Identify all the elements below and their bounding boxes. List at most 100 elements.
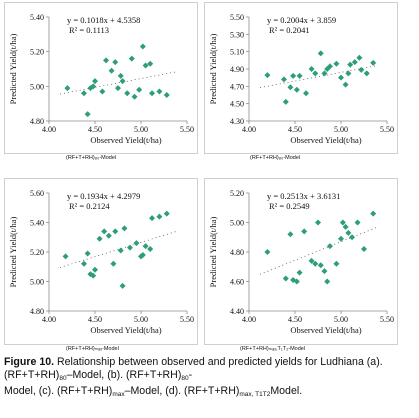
subcaption-c: (RF+T+RH)ₘₐₓ-Model — [66, 346, 119, 352]
data-point — [117, 247, 124, 254]
y-tick-label: 5.50 — [230, 13, 244, 22]
data-point — [361, 246, 367, 253]
data-point — [282, 98, 289, 105]
data-point — [92, 266, 98, 273]
x-tick-label: 4.50 — [288, 315, 302, 324]
data-point — [287, 84, 294, 91]
data-point — [333, 260, 340, 267]
data-point — [345, 229, 352, 236]
x-axis-label: Observed Yield(t/ha) — [290, 325, 361, 335]
x-tick-label: 5.50 — [180, 315, 194, 324]
data-point — [338, 235, 344, 242]
data-point — [339, 219, 346, 226]
data-point — [358, 66, 365, 73]
data-point — [296, 269, 303, 276]
data-point — [264, 249, 271, 255]
y-tick-label: 5.00 — [30, 278, 44, 287]
r-squared-label: R² = 0.2041 — [269, 25, 310, 35]
y-tick-label: 4.80 — [30, 117, 44, 126]
data-point — [317, 262, 324, 269]
x-tick-label: 5.50 — [180, 125, 194, 134]
y-tick-label: 4.80 — [30, 307, 44, 316]
data-point — [112, 228, 119, 235]
x-tick-label: 4.50 — [288, 125, 302, 134]
x-tick-label: 5.50 — [380, 315, 394, 324]
data-point — [110, 260, 117, 267]
data-point — [92, 78, 98, 85]
y-tick-label: 5.40 — [30, 219, 44, 228]
data-point — [121, 225, 128, 232]
data-point — [119, 282, 126, 289]
data-point — [99, 88, 106, 95]
data-point — [156, 88, 163, 95]
data-point — [101, 228, 108, 235]
y-tick-label: 4.80 — [230, 248, 244, 257]
data-point — [287, 231, 294, 238]
data-point — [112, 59, 119, 66]
data-point — [133, 240, 140, 247]
x-tick-label: 4.00 — [242, 125, 256, 134]
data-point — [326, 243, 333, 250]
data-point — [156, 213, 163, 220]
caption-part: - — [188, 369, 193, 381]
y-tick-label: 4.90 — [230, 65, 244, 74]
data-point — [117, 72, 124, 79]
x-axis-label: Observed Yield(t/ha) — [90, 325, 161, 335]
data-point — [149, 90, 156, 97]
scatter-chart-b: 4.00 4.50 5.00 5.50 4.30 4.50 4.70 4.90 5.10 5.30… — [208, 13, 394, 145]
subcaption-a: (RF+T+RH)₈₀-Model — [66, 155, 117, 161]
data-point — [312, 260, 319, 267]
data-point — [163, 210, 170, 217]
data-point — [363, 70, 370, 77]
subcaption-d: (RF+T+RH)ₘₐₓ,T₁T₂-Model — [240, 346, 306, 352]
caption-sub: max, T1T2 — [239, 391, 271, 398]
x-tick-label: 4.00 — [42, 315, 56, 324]
regression-equation: y = 0.2513x + 3.6131 — [267, 191, 340, 201]
data-point — [370, 210, 377, 217]
data-point — [293, 278, 300, 285]
data-point — [128, 55, 135, 62]
data-point — [342, 223, 349, 230]
data-point — [301, 228, 308, 235]
x-tick-label: 5.00 — [134, 315, 148, 324]
data-point — [290, 72, 297, 79]
x-tick-label: 4.00 — [42, 125, 56, 134]
data-point — [349, 234, 356, 241]
x-tick-label: 5.00 — [334, 125, 348, 134]
data-point — [84, 250, 91, 257]
data-point — [139, 251, 146, 258]
r-squared-label: R² = 0.2124 — [69, 201, 110, 211]
regression-equation: y = 0.2004x + 3.859 — [267, 15, 336, 25]
trendline — [259, 227, 377, 275]
regression-equation: y = 0.1934x + 4.2979 — [67, 191, 140, 201]
data-point — [308, 66, 315, 72]
data-point — [303, 90, 310, 97]
x-tick-label: 4.50 — [88, 125, 102, 134]
data-point — [84, 111, 91, 118]
data-point — [312, 70, 319, 77]
x-tick-label: 4.00 — [242, 315, 256, 324]
data-point — [62, 253, 69, 260]
subcaption-b: (RF+T+RH)₈₀-Model — [250, 155, 301, 161]
caption-sub: max — [112, 391, 125, 398]
data-point — [326, 63, 333, 70]
figure-caption: Figure 10. Relationship between observed… — [4, 356, 416, 401]
data-point — [108, 67, 115, 74]
data-point — [264, 72, 271, 79]
data-point — [308, 257, 315, 264]
y-axis-label: Predicted Yield(t/ha) — [208, 33, 218, 104]
chart-panel-c: 4.00 4.50 5.00 5.50 4.80 5.00 5.20 5.40 5.60 Obse… — [4, 178, 198, 345]
data-point — [282, 275, 289, 282]
data-point — [124, 90, 131, 97]
chart-panel-a: 4.00 4.50 5.00 5.50 4.80 5.00 5.20 5.40 Observed… — [4, 2, 198, 154]
x-axis-label: Observed Yield(t/ha) — [90, 135, 161, 145]
data-point — [90, 272, 97, 279]
y-tick-label: 4.50 — [230, 100, 244, 109]
data-point — [103, 57, 110, 64]
data-point — [139, 43, 146, 50]
caption-part: Model. — [270, 385, 303, 397]
r-squared-label: R² = 0.2549 — [269, 201, 310, 211]
y-tick-label: 5.20 — [30, 248, 44, 257]
y-axis-label: Predicted Yield(t/ha) — [8, 33, 18, 104]
scatter-chart-c: 4.00 4.50 5.00 5.50 4.80 5.00 5.20 5.40 5.60 Obse… — [8, 189, 194, 335]
